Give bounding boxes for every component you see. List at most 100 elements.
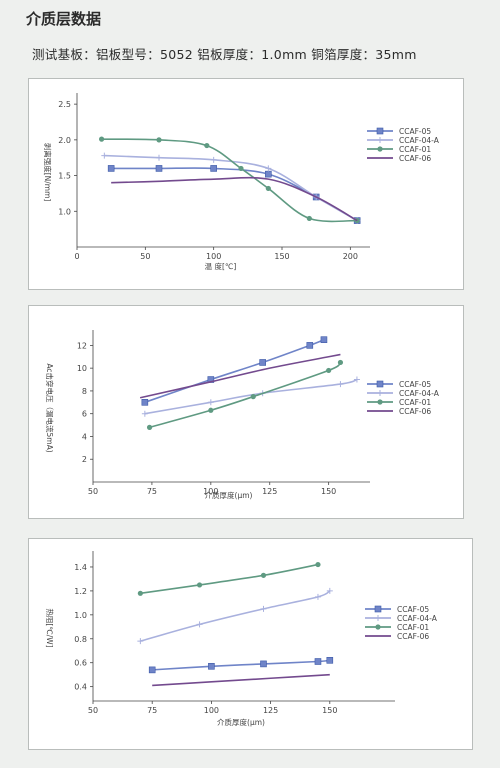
legend-label: CCAF-04-A (399, 136, 440, 145)
y-tick-label: 2.0 (58, 136, 71, 145)
y-tick-label: 2 (82, 455, 87, 464)
data-point (196, 621, 203, 628)
x-tick-label: 75 (147, 706, 157, 715)
data-point (265, 185, 271, 192)
page-subtitle: 测试基板：铝板型号：5052 铝板厚度：1.0mm 铜箔厚度：35mm (32, 47, 417, 62)
data-point (137, 590, 143, 596)
series-ccaf-01 (146, 359, 344, 430)
series-line-ccaf-05 (111, 167, 358, 222)
data-point (204, 142, 210, 149)
legend-label: CCAF-06 (399, 407, 431, 416)
series-line-ccaf-04-a (104, 154, 358, 222)
legend-label: CCAF-01 (399, 398, 431, 407)
y-tick-label: 1.4 (74, 563, 87, 572)
data-point (156, 154, 162, 161)
breakdown-voltage-chart: 50 75 100 125 150 2 4 6 8 10 12 介质厚度(μm) Ac击穿电压（漏电流5… (45, 330, 440, 500)
series-line-ccaf-04-a (140, 590, 331, 642)
data-point (137, 638, 144, 645)
data-point (326, 657, 334, 664)
data-point (306, 342, 314, 349)
legend-marker (376, 127, 384, 135)
x-tick-label: 150 (274, 252, 289, 261)
legend-marker (374, 605, 382, 613)
series-line-ccaf-06 (111, 176, 358, 222)
y-tick-label: 1.2 (74, 587, 87, 596)
data-point (320, 336, 328, 343)
page-title: 介质层数据 (26, 10, 102, 28)
data-point (208, 662, 215, 670)
legend-item-ccaf-01: CCAF-01 (365, 623, 429, 632)
data-point (315, 561, 321, 568)
y-tick-label: 2.5 (58, 100, 71, 109)
series-line-ccaf-05 (144, 338, 325, 404)
data-point (148, 666, 156, 674)
data-point (337, 359, 344, 366)
legend-item-ccaf-04-a: CCAF-04-A (365, 614, 438, 623)
y-axis-label: Ac击穿电压（漏电流5mA) (45, 363, 55, 452)
legend-label: CCAF-01 (397, 623, 429, 632)
y-tick-label: 6 (82, 410, 87, 419)
data-point (101, 152, 108, 159)
thermal-resistance-chart-panel: 50 75 100 125 150 0.4 0.6 0.8 1.0 1.2 1.4 介质厚度(μm) 热… (28, 538, 473, 750)
series-ccaf-01 (137, 561, 321, 596)
peel-strength-chart-panel: 0 50 100 150 200 1.0 1.5 2.0 2.5 温 度[℃] 剥离强度[N/mm]… (28, 78, 464, 290)
legend-item-ccaf-06: CCAF-06 (367, 407, 431, 416)
legend-item-ccaf-05: CCAF-05 (367, 127, 431, 136)
x-tick-label: 150 (322, 706, 337, 715)
legend-label: CCAF-05 (399, 380, 431, 389)
legend-marker (377, 390, 383, 396)
x-tick-label: 125 (262, 487, 277, 496)
data-point (155, 165, 163, 172)
legend-label: CCAF-05 (399, 127, 431, 136)
data-point (208, 407, 214, 413)
legend-item-ccaf-05: CCAF-05 (367, 380, 431, 389)
series-line-ccaf-06 (152, 673, 330, 687)
y-tick-label: 12 (77, 341, 87, 350)
y-tick-label: 0.6 (74, 659, 87, 668)
legend-label: CCAF-06 (399, 154, 431, 163)
breakdown-voltage-chart-panel: 50 75 100 125 150 2 4 6 8 10 12 介质厚度(μm) Ac击穿电压（漏电流5… (28, 305, 464, 519)
data-point (314, 658, 322, 665)
data-point (107, 165, 115, 172)
y-tick-label: 1.5 (58, 172, 71, 181)
series-ccaf-04-a (101, 152, 361, 224)
data-point (238, 165, 244, 172)
data-point (259, 359, 266, 366)
data-point (353, 376, 360, 383)
x-tick-label: 150 (321, 487, 336, 496)
x-axis-label: 温 度[℃] (205, 261, 237, 271)
legend-label: CCAF-04-A (399, 389, 440, 398)
x-axis-label: 介质厚度(μm) (205, 490, 253, 500)
series-line-ccaf-01 (101, 138, 358, 223)
legend-item-ccaf-04-a: CCAF-04-A (367, 136, 440, 145)
y-tick-label: 4 (82, 432, 87, 441)
series-ccaf-05 (141, 336, 328, 406)
data-point (314, 593, 321, 600)
x-axis-label: 介质厚度(μm) (217, 717, 265, 727)
x-tick-label: 50 (88, 706, 98, 715)
data-point (326, 587, 333, 594)
legend-marker (377, 146, 383, 152)
peel-strength-chart: 0 50 100 150 200 1.0 1.5 2.0 2.5 温 度[℃] 剥离强度[N/mm]… (43, 93, 440, 271)
data-point (207, 399, 214, 406)
y-tick-label: 1.0 (74, 611, 87, 620)
data-point (337, 381, 344, 388)
series-ccaf-06 (152, 673, 330, 687)
legend-item-ccaf-06: CCAF-06 (367, 154, 431, 163)
data-point (146, 424, 153, 430)
data-point (210, 165, 217, 172)
x-tick-label: 200 (343, 252, 358, 261)
series-ccaf-06 (111, 176, 358, 222)
series-ccaf-05 (107, 165, 361, 224)
series-line-ccaf-01 (149, 361, 342, 429)
x-tick-label: 75 (147, 487, 157, 496)
data-point (196, 582, 203, 588)
data-point (141, 399, 149, 406)
y-tick-label: 1.0 (58, 207, 71, 216)
x-tick-label: 100 (204, 706, 219, 715)
legend-label: CCAF-06 (397, 632, 429, 641)
thermal-resistance-chart: 50 75 100 125 150 0.4 0.6 0.8 1.0 1.2 1.4 介质厚度(μm) 热… (45, 551, 438, 727)
data-point (260, 605, 267, 612)
